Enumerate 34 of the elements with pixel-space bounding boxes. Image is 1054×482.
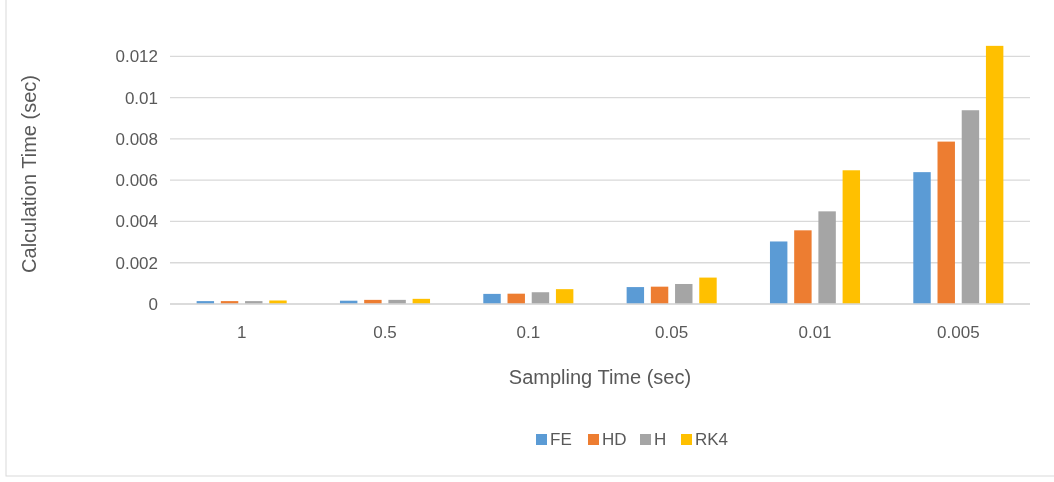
x-tick-label: 1 — [236, 323, 247, 343]
bar — [650, 286, 669, 304]
y-tick-label: 0.01 — [124, 88, 158, 108]
bar — [699, 277, 717, 304]
bar — [626, 287, 645, 304]
bar — [675, 283, 693, 304]
x-tick-label: 0.5 — [373, 323, 397, 343]
bar — [937, 141, 955, 304]
bar — [961, 110, 980, 304]
bar — [483, 293, 501, 304]
x-axis-title: Sampling Time (sec) — [508, 366, 692, 388]
bar — [842, 170, 861, 304]
y-axis-title: Calculation Time (sec) — [18, 75, 40, 273]
legend-label: RK4 — [695, 430, 729, 449]
legend-label: FE — [550, 430, 572, 449]
legend-label: H — [654, 430, 667, 449]
bar — [985, 45, 1004, 304]
bar — [818, 211, 836, 304]
y-tick-label: 0 — [148, 294, 158, 314]
y-tick-label: 0.012 — [115, 47, 158, 67]
bar — [794, 230, 812, 304]
x-tick-label: 0.1 — [516, 323, 541, 343]
x-tick-label: 0.05 — [655, 323, 689, 343]
legend-label: HD — [602, 430, 627, 449]
x-tick-label: 0.005 — [937, 323, 980, 343]
bar — [769, 241, 788, 304]
bar — [531, 292, 550, 304]
bar — [913, 172, 931, 304]
y-tick-label: 0.006 — [115, 171, 158, 191]
x-tick-label: 0.01 — [798, 323, 832, 343]
y-tick-label: 0.002 — [115, 253, 158, 273]
y-tick-label: 0.008 — [115, 129, 158, 149]
y-tick-label: 0.004 — [115, 212, 158, 232]
bar — [555, 289, 574, 304]
